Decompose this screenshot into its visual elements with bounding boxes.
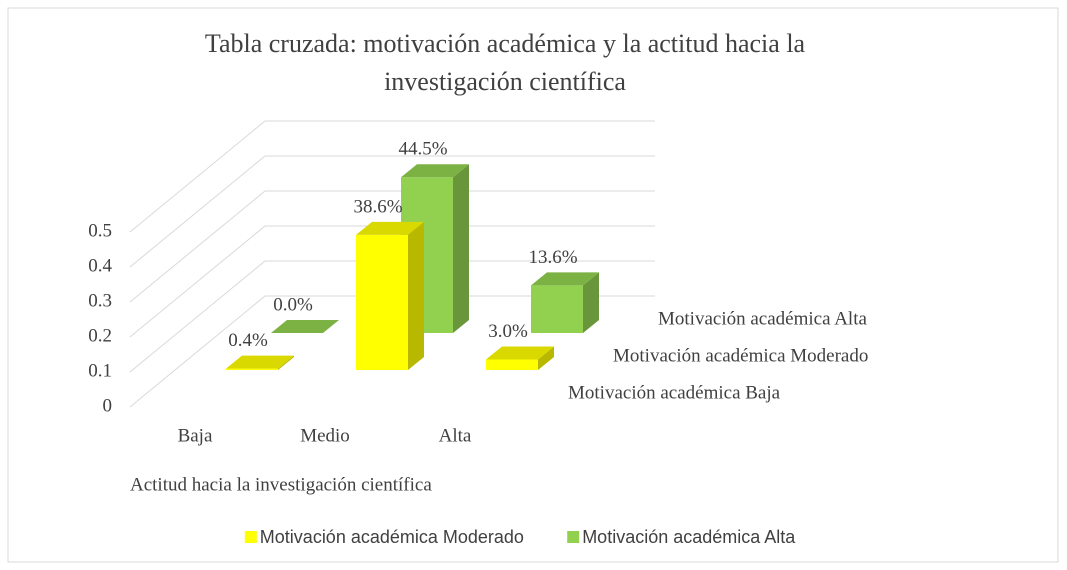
depth-tick-label: Motivación académica Alta	[658, 308, 867, 329]
bar	[356, 221, 424, 370]
data-label: 0.0%	[273, 294, 313, 315]
bar-top	[401, 164, 469, 178]
data-label: 3.0%	[488, 321, 528, 342]
depth-tick-label: Motivación académica Baja	[568, 382, 781, 403]
grid-line	[129, 120, 655, 233]
y-tick-label: 0.1	[88, 360, 112, 381]
bar-top	[271, 320, 339, 333]
bar-top	[531, 272, 599, 286]
bar-front	[226, 368, 278, 370]
bar-side	[453, 164, 469, 333]
bar-top	[356, 221, 424, 235]
chart-title: investigación científica	[384, 67, 626, 96]
y-tick-label: 0.2	[88, 325, 112, 346]
y-tick-label: 0.5	[88, 220, 112, 241]
bar-front	[356, 234, 408, 370]
x-axis-title: Actitud hacia la investigación científic…	[130, 474, 432, 495]
data-label: 38.6%	[353, 196, 402, 217]
bar-front	[486, 359, 538, 370]
bar-side	[583, 272, 599, 333]
grid-line	[129, 225, 655, 338]
y-tick-label: 0.4	[88, 255, 112, 276]
bar-side	[408, 221, 424, 370]
bar-top	[486, 346, 554, 360]
data-label: 0.4%	[228, 330, 268, 351]
bar	[531, 272, 599, 333]
legend-swatch	[567, 531, 580, 543]
y-tick-label: 0.3	[88, 290, 112, 311]
depth-tick-label: Motivación académica Moderado	[613, 345, 868, 366]
grid-line	[129, 260, 655, 373]
bar	[271, 320, 339, 333]
x-tick-label: Baja	[178, 425, 213, 446]
legend-label: Motivación académica Alta	[582, 527, 796, 547]
bar-side	[278, 355, 294, 370]
grid-line	[129, 155, 655, 268]
grid-line	[129, 295, 655, 408]
bar	[226, 355, 294, 370]
bar-side	[538, 346, 554, 370]
bar-top	[226, 355, 294, 369]
chart-title: Tabla cruzada: motivación académica y la…	[205, 29, 806, 58]
data-label: 44.5%	[398, 139, 447, 160]
x-tick-label: Alta	[439, 425, 472, 446]
legend-swatch	[244, 531, 257, 543]
legend-label: Motivación académica Moderado	[260, 527, 524, 547]
grid-line	[129, 190, 655, 303]
x-tick-label: Medio	[300, 425, 350, 446]
bar	[401, 164, 469, 333]
y-tick-label: 0	[103, 395, 113, 416]
data-label: 13.6%	[528, 247, 577, 268]
bar-front	[531, 285, 583, 333]
bar	[486, 346, 554, 370]
